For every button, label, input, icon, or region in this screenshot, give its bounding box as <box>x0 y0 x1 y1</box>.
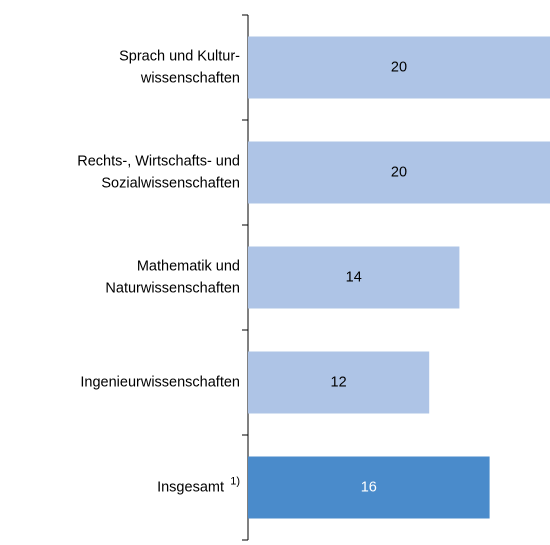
category-label-line: Insgesamt <box>157 479 224 495</box>
value-label: 16 <box>361 479 377 495</box>
bar <box>248 456 490 519</box>
footnote-marker: 1) <box>230 475 240 487</box>
category-label-line: wissenschaften <box>140 70 240 86</box>
value-label: 20 <box>391 59 407 75</box>
value-label: 20 <box>391 164 407 180</box>
category-label: Mathematik und Naturwissenschaften <box>105 258 240 296</box>
bar <box>248 141 550 204</box>
value-label: 12 <box>331 374 347 390</box>
category-label: Sprach und Kultur-wissenschaften <box>119 48 240 86</box>
bar <box>248 36 550 99</box>
category-label-line: Rechts-, Wirtschafts- und <box>77 153 240 169</box>
value-label: 14 <box>346 269 362 285</box>
category-label-line: Naturwissenschaften <box>105 280 240 296</box>
bar <box>248 351 430 414</box>
category-label-line: Sprach und Kultur- <box>119 48 240 64</box>
category-label: Ingenieurwissenschaften <box>80 374 240 390</box>
category-label: Insgesamt <box>157 479 224 495</box>
category-label: Rechts-, Wirtschafts- und Sozialwissensch… <box>77 153 240 191</box>
category-label-line: Mathematik und <box>137 258 240 274</box>
category-label-line: Ingenieurwissenschaften <box>80 374 240 390</box>
category-label-line: Sozialwissenschaften <box>101 175 240 191</box>
bar <box>248 246 460 309</box>
